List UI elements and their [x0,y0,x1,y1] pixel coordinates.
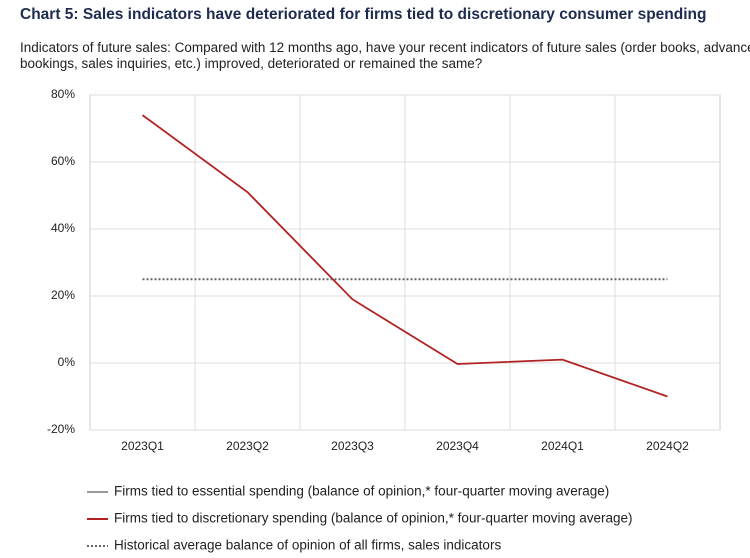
y-tick-label: 20% [51,288,75,302]
y-tick-label: 40% [51,221,75,235]
legend-text[interactable]: Firms tied to essential spending (balanc… [114,484,609,499]
y-tick-label: -20% [47,422,75,436]
chart-subtitle: Indicators of future sales: Compared wit… [20,40,750,71]
x-tick-label: 2024Q2 [646,439,689,453]
x-tick-label: 2023Q4 [436,439,479,453]
y-tick-label: 80% [51,87,75,101]
x-tick-label: 2024Q1 [541,439,584,453]
series-line [141,114,668,398]
x-tick-label: 2023Q1 [121,439,164,453]
legend-text[interactable]: Historical average balance of opinion of… [114,538,501,553]
chart-title: Chart 5: Sales indicators have deteriora… [20,6,707,23]
y-tick-label: 60% [51,154,75,168]
x-tick-label: 2023Q2 [226,439,269,453]
y-tick-label: 0% [58,355,76,369]
x-tick-label: 2023Q3 [331,439,374,453]
legend-text[interactable]: Firms tied to discretionary spending (ba… [114,511,633,526]
